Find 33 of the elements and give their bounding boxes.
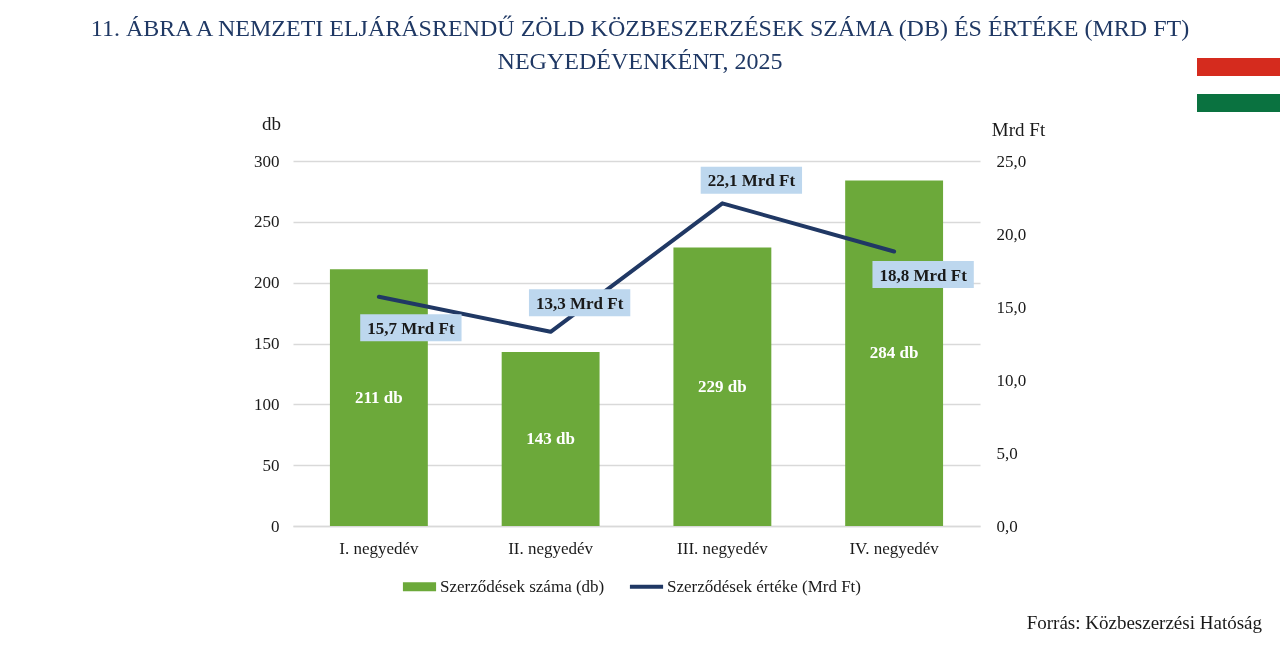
y-tick-label: 0 (271, 516, 280, 536)
y-tick-label: 250 (254, 212, 280, 232)
legend-label: Szerződések értéke (Mrd Ft) (667, 576, 862, 596)
data-label: 22,1 Mrd Ft (707, 171, 796, 191)
x-tick-label: IV. negyedév (849, 538, 940, 558)
y-axis-title: db (262, 112, 281, 134)
y-tick-label: 100 (254, 394, 280, 414)
y2-tick-label: 25,0 (996, 151, 1027, 171)
y-tick-label: 50 (262, 455, 280, 475)
text: Forrás: Közbeszerzési Hatóság (1026, 612, 1262, 634)
x-tick-label: I. negyedév (339, 538, 420, 558)
y2-axis-title: Mrd Ft (991, 118, 1046, 140)
bar (673, 247, 772, 526)
y-tick-label: 150 (254, 334, 280, 353)
y-tick-label: 200 (254, 273, 280, 293)
bar (501, 352, 600, 526)
data-label: 284 db (869, 343, 919, 363)
data-label: 18,8 Mrd Ft (879, 265, 968, 285)
data-label: 13,3 Mrd Ft (535, 293, 624, 313)
legend-label: Szerződések száma (db) (440, 576, 605, 596)
data-label: 143 db (526, 429, 575, 449)
y2-tick-label: 0,0 (996, 516, 1018, 536)
y2-tick-label: 5,0 (996, 443, 1018, 463)
y2-tick-label: 10,0 (996, 370, 1027, 390)
x-tick-label: II. negyedév (508, 538, 594, 558)
y2-tick-label: 15,0 (996, 297, 1027, 317)
data-label: 229 db (698, 376, 747, 396)
data-label: 15,7 Mrd Ft (367, 318, 455, 338)
data-label: 211 db (355, 387, 403, 407)
y2-tick-label: 20,0 (996, 224, 1027, 244)
x-tick-label: III. negyedév (677, 538, 769, 558)
chart-title: 11. ÁBRA A NEMZETI ELJÁRÁSRENDŰ ZÖLD KÖZBESZERZÉSEK SZÁMA (DB) ÉS ÉRTÉKE (MRD FT) NEGYEDÉVENKÉNT, 2025 (89, 14, 1191, 76)
y-tick-label: 300 (254, 151, 280, 171)
